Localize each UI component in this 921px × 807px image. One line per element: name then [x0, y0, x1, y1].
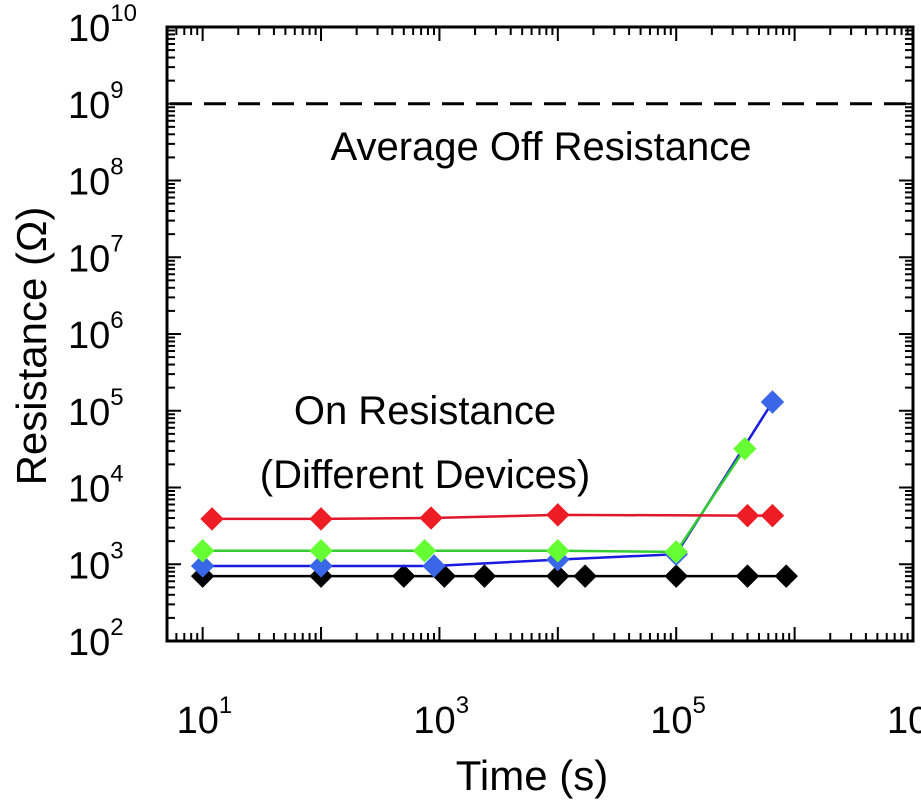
data-point: [664, 540, 688, 564]
series-2: [190, 437, 757, 564]
annotation-different-devices: (Different Devices): [260, 453, 590, 497]
y-tick-label: 104: [68, 461, 124, 511]
x-tick-label: 107: [887, 692, 921, 742]
data-point: [760, 390, 785, 414]
data-point: [200, 507, 224, 531]
y-tick-label: 109: [68, 77, 124, 127]
x-axis-title: Time (s): [456, 752, 608, 799]
series-line: [212, 513, 773, 521]
series-line: [202, 448, 746, 554]
data-point: [309, 539, 333, 563]
axis-ticks: [166, 27, 914, 642]
y-tick-label: 106: [68, 307, 124, 357]
data-point: [422, 554, 446, 578]
x-tick-label: 105: [650, 692, 706, 742]
data-point: [733, 437, 757, 461]
y-tick-label: 102: [68, 614, 124, 664]
data-point: [412, 539, 437, 563]
tick-labels: 102 103 104 105 106 107 108 109 1010 101 103 105 107: [68, 0, 921, 742]
annotation-on-resistance: On Resistance: [294, 389, 556, 433]
data-point: [309, 507, 333, 531]
data-point: [546, 564, 570, 588]
y-tick-label: 107: [68, 230, 124, 280]
y-tick-label: 103: [68, 537, 124, 587]
series-3: [200, 503, 785, 531]
data-point: [190, 554, 215, 578]
x-tick-label: 103: [413, 692, 469, 742]
data-point: [309, 554, 333, 578]
plot-frame: [165, 25, 915, 643]
data-point: [419, 506, 443, 530]
series-group: [190, 390, 798, 588]
y-axis-title: Resistance (Ω): [8, 207, 55, 486]
x-tick-label: 101: [177, 692, 233, 742]
data-point: [573, 564, 597, 588]
data-point: [774, 564, 798, 588]
data-point: [190, 539, 215, 563]
data-point: [392, 564, 416, 588]
annotation-average-off-resistance: Average Off Resistance: [331, 125, 752, 169]
data-point: [735, 503, 760, 528]
data-point: [760, 503, 785, 528]
data-point: [735, 564, 760, 588]
y-tick-label: 1010: [68, 0, 137, 50]
data-point: [546, 503, 570, 527]
data-point: [472, 564, 497, 588]
y-tick-label: 105: [68, 384, 124, 434]
data-point: [546, 539, 570, 563]
series-0: [190, 564, 798, 588]
data-point: [664, 564, 688, 588]
y-tick-label: 108: [68, 154, 124, 204]
